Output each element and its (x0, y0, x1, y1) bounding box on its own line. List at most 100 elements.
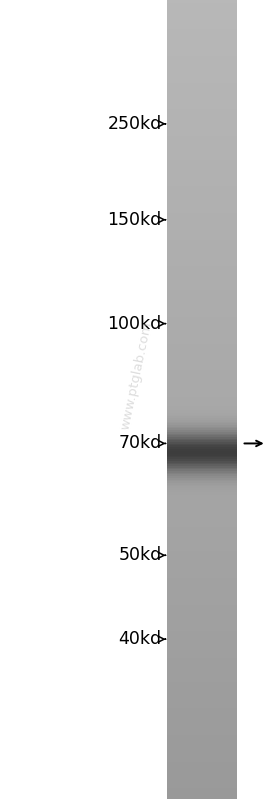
Bar (167, 88, 237, 90)
Bar (167, 493, 237, 495)
Bar (167, 160, 237, 162)
Bar (167, 631, 237, 634)
Bar (167, 487, 237, 488)
Bar (167, 629, 237, 631)
Bar (167, 464, 237, 466)
Bar (167, 485, 237, 487)
Bar (167, 775, 237, 777)
Bar (167, 173, 237, 176)
Bar (167, 384, 237, 386)
Bar (167, 621, 237, 623)
Bar (167, 623, 237, 626)
Bar (167, 674, 237, 677)
Bar (167, 74, 237, 78)
Bar (167, 149, 237, 152)
Text: 100kd: 100kd (107, 315, 162, 332)
Bar (167, 274, 237, 277)
Bar (167, 256, 237, 258)
Bar (167, 690, 237, 693)
Bar (167, 565, 237, 567)
Bar (167, 745, 237, 749)
Bar (167, 152, 237, 154)
Bar (167, 434, 237, 435)
Bar (167, 368, 237, 370)
Bar (167, 589, 237, 591)
Bar (167, 447, 237, 449)
Bar (167, 655, 237, 658)
Bar (167, 413, 237, 415)
Bar (167, 394, 237, 397)
Bar (167, 737, 237, 741)
Bar (167, 0, 237, 2)
Bar (167, 797, 237, 799)
Bar (167, 338, 237, 341)
Bar (167, 296, 237, 298)
Bar (167, 751, 237, 753)
Bar (167, 442, 237, 443)
Bar (167, 719, 237, 721)
Bar (167, 362, 237, 365)
Bar (167, 477, 237, 479)
Bar (167, 50, 237, 54)
Bar (167, 317, 237, 320)
Bar (167, 56, 237, 58)
Bar (167, 474, 237, 477)
Bar (167, 495, 237, 498)
Text: 70kd: 70kd (118, 435, 162, 452)
Bar (167, 346, 237, 349)
Bar (167, 650, 237, 653)
Bar (167, 46, 237, 48)
Bar (167, 430, 237, 431)
Bar (167, 344, 237, 346)
Bar (167, 330, 237, 333)
Bar (167, 485, 237, 487)
Bar (167, 38, 237, 40)
Bar (167, 210, 237, 213)
Bar (167, 503, 237, 506)
Bar (167, 392, 237, 394)
Bar (167, 610, 237, 613)
Bar (167, 546, 237, 549)
Bar (167, 666, 237, 669)
Bar (167, 418, 237, 421)
Bar (167, 440, 237, 442)
Bar (167, 415, 237, 418)
Bar (167, 85, 237, 88)
Bar (167, 493, 237, 495)
Bar (167, 186, 237, 189)
Bar (167, 581, 237, 583)
Bar (167, 578, 237, 581)
Bar (167, 498, 237, 501)
Bar (167, 573, 237, 575)
Bar (167, 767, 237, 769)
Bar (167, 669, 237, 671)
Bar (167, 479, 237, 482)
Bar (167, 447, 237, 450)
Bar (167, 431, 237, 434)
Bar (167, 743, 237, 745)
Bar (167, 450, 237, 453)
Bar (167, 618, 237, 621)
Bar (167, 370, 237, 373)
Bar (167, 352, 237, 354)
Bar (167, 421, 237, 423)
Bar (167, 240, 237, 242)
Bar (167, 410, 237, 413)
Bar (167, 202, 237, 205)
Bar (167, 488, 237, 490)
Bar (167, 154, 237, 157)
Bar (167, 402, 237, 405)
Bar (167, 141, 237, 144)
Bar (167, 695, 237, 698)
Bar (167, 184, 237, 186)
Bar (167, 314, 237, 317)
Bar (167, 253, 237, 256)
Bar (167, 605, 237, 607)
Bar (167, 423, 237, 426)
Bar (167, 461, 237, 463)
Bar (167, 428, 237, 430)
Bar (167, 773, 237, 775)
Text: 50kd: 50kd (118, 547, 162, 564)
Bar (167, 777, 237, 781)
Bar (167, 639, 237, 642)
